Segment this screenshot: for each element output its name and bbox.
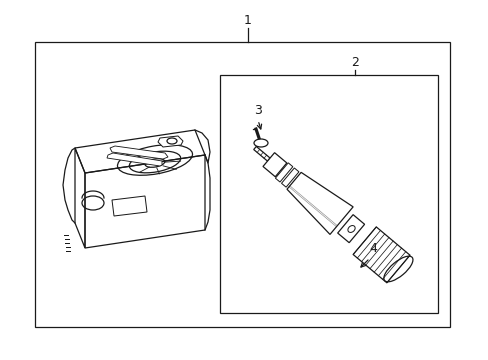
Text: 2: 2 — [350, 55, 358, 68]
Polygon shape — [253, 147, 269, 161]
Polygon shape — [286, 172, 352, 234]
Text: 3: 3 — [254, 104, 262, 117]
Polygon shape — [110, 146, 168, 159]
Polygon shape — [263, 153, 286, 177]
Polygon shape — [158, 136, 183, 147]
Polygon shape — [337, 215, 364, 243]
Text: 1: 1 — [244, 14, 251, 27]
Bar — [35, 42, 449, 327]
Bar — [220, 75, 437, 313]
Text: 4: 4 — [368, 242, 376, 255]
Polygon shape — [281, 168, 298, 187]
Polygon shape — [352, 227, 409, 283]
Polygon shape — [107, 153, 162, 166]
Polygon shape — [275, 163, 292, 182]
